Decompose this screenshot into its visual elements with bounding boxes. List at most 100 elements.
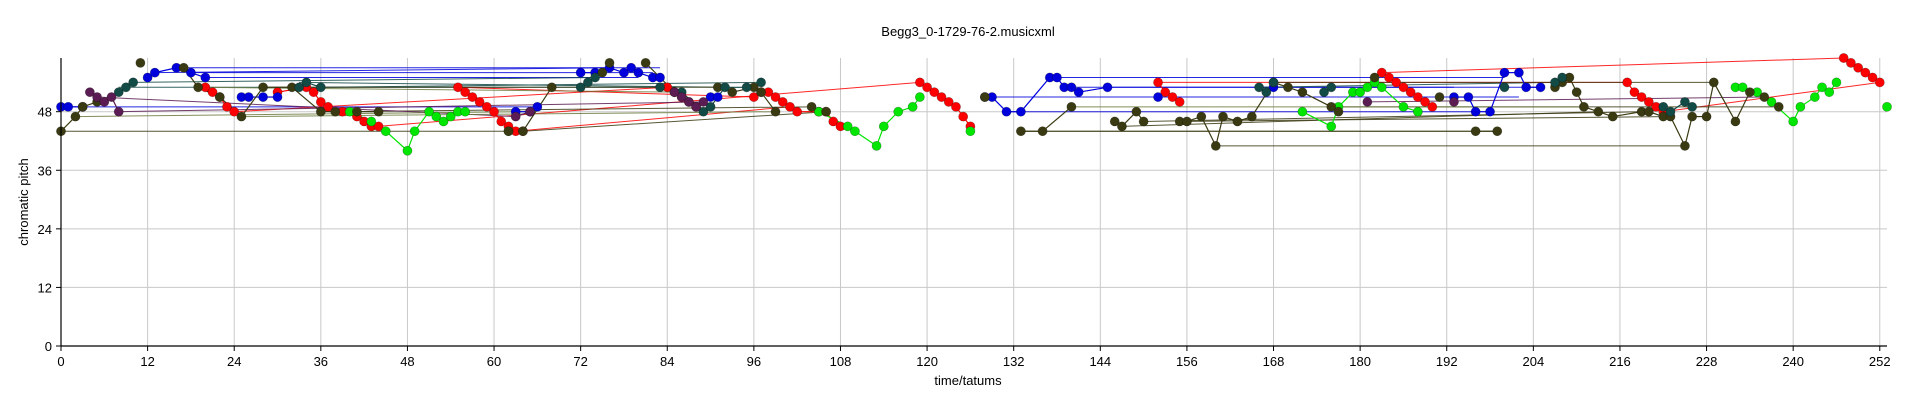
- note-point: [186, 67, 196, 78]
- note-point: [445, 111, 456, 122]
- note-point: [1376, 67, 1387, 78]
- note-point: [1788, 116, 1799, 127]
- x-tick-label: 84: [660, 354, 674, 369]
- note-point: [1384, 72, 1394, 83]
- x-tick-label: 216: [1609, 354, 1631, 369]
- note-point: [1557, 72, 1568, 83]
- note-point: [1687, 101, 1698, 112]
- x-tick-label: 180: [1349, 354, 1371, 369]
- note-point: [979, 92, 990, 102]
- note-point: [481, 101, 492, 112]
- link-line: [1179, 116, 1664, 122]
- note-point: [258, 92, 268, 102]
- note-point: [1196, 111, 1207, 122]
- note-point: [1607, 111, 1618, 122]
- note-point: [1470, 126, 1481, 137]
- note-point: [193, 82, 204, 93]
- x-tick-label: 48: [400, 354, 414, 369]
- note-point: [431, 111, 442, 122]
- note-point: [532, 101, 543, 112]
- series-line: [1705, 82, 1715, 117]
- series-line: [1713, 82, 1736, 122]
- note-point: [727, 87, 738, 98]
- series-line: [291, 86, 322, 113]
- x-tick-label: 72: [573, 354, 587, 369]
- note-point: [308, 87, 319, 98]
- note-point: [178, 62, 189, 73]
- note-point: [785, 101, 795, 112]
- note-point: [1846, 57, 1856, 68]
- note-point: [914, 77, 925, 88]
- note-point: [1174, 97, 1185, 107]
- note-point: [922, 82, 932, 93]
- note-point: [1658, 101, 1669, 112]
- note-point: [1680, 140, 1690, 151]
- series-line: [1381, 86, 1404, 108]
- note-point: [1535, 82, 1546, 93]
- note-point: [1246, 111, 1257, 122]
- note-point: [1160, 87, 1171, 98]
- link-line: [1143, 111, 1642, 122]
- note-point: [70, 111, 81, 122]
- x-tick-label: 252: [1869, 354, 1891, 369]
- note-point: [907, 101, 918, 112]
- link-line: [133, 77, 596, 83]
- note-point: [1853, 62, 1864, 73]
- note-point: [914, 92, 925, 102]
- note-point: [1210, 140, 1221, 151]
- note-point: [1874, 77, 1885, 88]
- note-point: [380, 126, 391, 137]
- note-point: [1434, 92, 1445, 102]
- link-line: [241, 111, 776, 118]
- note-point: [1795, 101, 1806, 112]
- note-point: [1355, 87, 1366, 98]
- x-tick-label: 24: [227, 354, 241, 369]
- note-point: [200, 72, 211, 83]
- note-point: [698, 97, 709, 107]
- note-point: [453, 82, 463, 93]
- note-point: [1319, 87, 1329, 98]
- note-point: [1369, 72, 1380, 83]
- x-tick-label: 96: [747, 354, 761, 369]
- series-line: [240, 86, 264, 117]
- link-line: [198, 86, 682, 93]
- note-point: [1037, 126, 1048, 137]
- series-line: [1078, 86, 1108, 93]
- note-point: [756, 77, 766, 88]
- note-point: [460, 87, 471, 98]
- note-point: [1571, 87, 1582, 98]
- note-point: [929, 87, 940, 98]
- note-point: [575, 82, 586, 93]
- tick-layer: 0 12 24 36 48 60 72 84 96 108 120 132 144 156 168 180 19…: [38, 105, 1891, 369]
- note-point: [850, 126, 860, 137]
- link-line: [515, 106, 791, 132]
- note-point: [1333, 106, 1344, 117]
- note-point: [741, 82, 752, 93]
- y-axis-title: chromatic pitch: [16, 158, 31, 245]
- series-line: [1734, 91, 1751, 122]
- note-point: [1420, 97, 1430, 107]
- note-point: [698, 106, 709, 117]
- note-point: [323, 101, 333, 112]
- note-point: [748, 92, 759, 102]
- note-point: [258, 82, 268, 93]
- note-point: [294, 82, 305, 93]
- note-point: [806, 101, 817, 112]
- x-tick-label: 144: [1089, 354, 1111, 369]
- note-point: [1499, 67, 1510, 78]
- note-point: [965, 126, 976, 137]
- note-point: [352, 106, 362, 117]
- note-point: [1138, 116, 1149, 127]
- note-point: [207, 87, 218, 98]
- note-point: [106, 92, 117, 102]
- x-tick-label: 36: [314, 354, 328, 369]
- y-tick-label: 12: [38, 280, 52, 295]
- x-tick-label: 204: [1522, 354, 1544, 369]
- note-point: [958, 111, 969, 122]
- link-line: [457, 86, 754, 98]
- note-point: [366, 116, 377, 127]
- note-point: [1831, 77, 1842, 88]
- note-point: [222, 101, 232, 112]
- y-tick-label: 0: [45, 339, 52, 354]
- note-point: [1398, 101, 1409, 112]
